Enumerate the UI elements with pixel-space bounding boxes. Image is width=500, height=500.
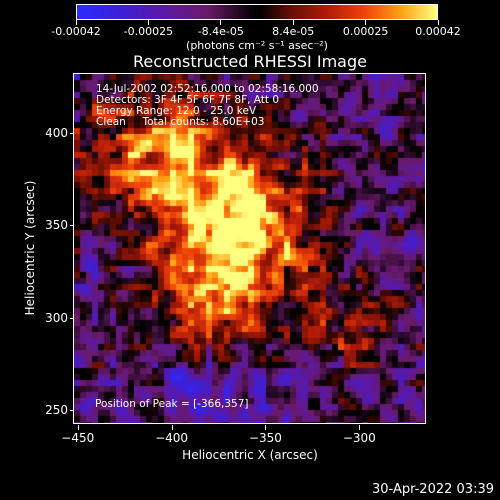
- x-tick-label: −400: [155, 431, 189, 445]
- y-tick-label: 250: [45, 403, 68, 418]
- colorbar: [76, 4, 438, 20]
- plot-area: 14-Jul-2002 02:52:16.000 to 02:58:16.000…: [45, 73, 426, 445]
- plot-timestamp: 30-Apr-2022 03:39: [372, 482, 494, 497]
- colorbar-tick: [292, 20, 294, 25]
- colorbar-tick-label: -0.00042: [51, 25, 101, 38]
- x-tick: [77, 425, 79, 430]
- x-tick: [171, 425, 173, 430]
- annotation-time-range: 14-Jul-2002 02:52:16.000 to 02:58:16.000: [96, 83, 319, 95]
- y-tick: [70, 133, 74, 135]
- colorbar-tick: [147, 20, 149, 25]
- y-axis-label: Heliocentric Y (arcsec): [23, 180, 37, 316]
- colorbar-tick: [365, 20, 367, 25]
- colorbar-tick: [75, 20, 77, 25]
- y-tick-label: 350: [45, 218, 68, 233]
- colorbar-tick-label: 0.00042: [415, 25, 461, 38]
- x-tick-label: −450: [61, 431, 95, 445]
- colorbar-tick-label: 8.4e-05: [272, 25, 315, 38]
- annotation-detectors: Detectors: 3F 4F 5F 6F 7F 8F, Att 0: [96, 94, 280, 106]
- colorbar-tick-label: 0.00025: [342, 25, 389, 38]
- x-tick-label: −300: [342, 431, 376, 445]
- chart-title: Reconstructed RHESSI Image: [133, 52, 367, 71]
- y-tick: [70, 317, 74, 319]
- annotation-counts: Clean Total counts: 8.60E+03: [96, 116, 265, 128]
- x-tick: [359, 425, 361, 430]
- colorbar-tick-label: -8.4e-05: [197, 25, 244, 38]
- x-tick: [265, 425, 267, 430]
- x-tick-label: −350: [248, 431, 282, 445]
- y-tick-label: 400: [45, 126, 68, 141]
- colorbar-tick: [220, 20, 222, 25]
- y-tick: [70, 225, 74, 227]
- y-tick-label: 300: [45, 310, 68, 325]
- annotation-energy-range: Energy Range: 12.0 - 25.0 keV: [96, 105, 257, 117]
- peak-position-label: Position of Peak = [-366,357]: [95, 398, 249, 410]
- colorbar-units: (photons cm⁻² s⁻¹ asec⁻²): [186, 39, 328, 52]
- heatmap-image: [74, 74, 425, 423]
- colorbar-tick-label: -0.00025: [123, 25, 174, 38]
- colorbar-tick: [437, 20, 439, 25]
- x-axis-label: Heliocentric X (arcsec): [182, 448, 318, 462]
- y-tick: [70, 410, 74, 412]
